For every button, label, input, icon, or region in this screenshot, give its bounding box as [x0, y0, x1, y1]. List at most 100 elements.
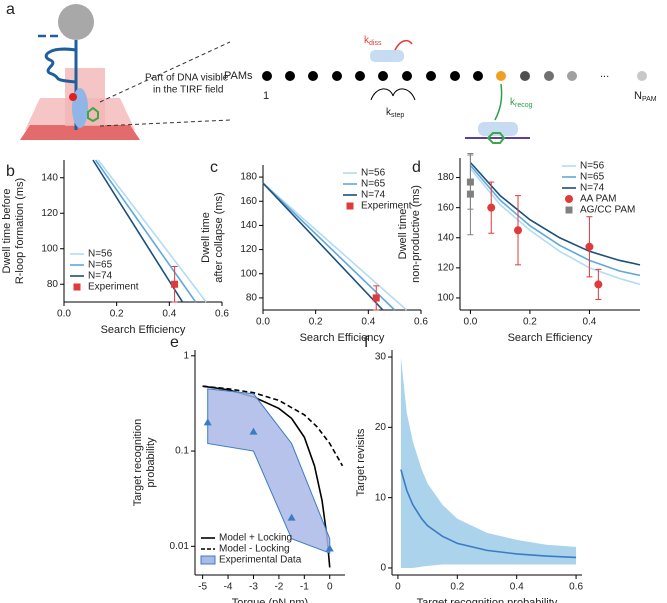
marker — [594, 280, 603, 289]
cascade-icon — [478, 122, 518, 136]
pam — [355, 71, 365, 81]
y-axis-label: Target revisits — [355, 428, 367, 496]
x-tick-label: 0.4 — [510, 582, 524, 593]
panel-letter: f — [364, 334, 369, 351]
legend-label: N=56 — [88, 249, 113, 260]
pam — [450, 71, 460, 81]
ellipsis: ... — [600, 68, 609, 80]
y-tick-label: 80 — [246, 293, 258, 304]
y-tick-label: 180 — [437, 172, 454, 183]
error-band — [207, 388, 331, 554]
legend-label: Experimental Data — [219, 555, 302, 566]
dna-coil — [44, 47, 77, 84]
sub: PAM — [642, 96, 657, 103]
legend-label: Experiment — [88, 282, 139, 293]
target-pam — [496, 71, 506, 81]
pam — [567, 71, 577, 81]
k: k — [510, 97, 516, 108]
legend-label: AG/CC PAM — [580, 205, 635, 216]
y-axis-label: Dwell time — [397, 209, 409, 260]
pam — [544, 71, 554, 81]
y-tick-label: 140 — [240, 220, 257, 231]
last-pam: NPAM — [634, 90, 657, 103]
pam — [520, 71, 530, 81]
y-axis-label: probability — [145, 437, 157, 488]
pam-dots — [262, 71, 647, 81]
chart-panel: f 0 0.2 0.4 0.6 0 10 20 30 Target recognition pro… — [355, 334, 584, 603]
chart-panel: e -5 -4 -3 -2 -1 0 0.01 0.1 1 Torque (pN nm) Target… — [132, 334, 345, 603]
pam — [285, 71, 295, 81]
sub: step — [391, 112, 404, 119]
recog-arrow — [494, 83, 503, 121]
x-tick-label: 0.2 — [450, 582, 464, 593]
x-axis-label: Search Efficiency — [508, 332, 593, 344]
series-line — [262, 182, 384, 311]
step-arrow — [392, 88, 416, 101]
pam — [308, 71, 318, 81]
x-tick-label: 0.2 — [523, 317, 537, 328]
y-tick-label: 100 — [41, 243, 58, 254]
x-tick-label: 0.6 — [569, 582, 583, 593]
y-tick-label: 30 — [375, 352, 387, 363]
y-tick-label: 0.01 — [170, 541, 190, 552]
legend-label: AA PAM — [580, 194, 617, 205]
x-tick-label: -4 — [224, 582, 233, 593]
y-tick-label: 80 — [47, 279, 59, 290]
diss-arrow — [394, 39, 413, 51]
x-tick-label: 0.2 — [110, 309, 124, 320]
sub: recog — [515, 102, 533, 109]
legend-label: N=74 — [361, 190, 386, 201]
chart-panel: d 0.0 0.2 0.4 100 120 140 160 180 Search Efficien… — [397, 152, 641, 344]
x-tick-label: 0.0 — [57, 309, 71, 320]
x-tick-label: -5 — [198, 582, 207, 593]
pam-site — [486, 132, 506, 144]
cascade-icon — [370, 50, 404, 62]
y-tick-label: 100 — [437, 293, 454, 304]
y-tick-label: 0.1 — [175, 446, 189, 457]
k-recog: krecog — [510, 97, 533, 110]
tirf-note: in the TIRF field — [153, 85, 223, 96]
y-axis-label: non-productive (ms) — [410, 185, 422, 283]
legend-label: N=74 — [580, 183, 605, 194]
x-tick-label: 0.0 — [256, 317, 270, 328]
y-tick-label: 160 — [437, 202, 454, 213]
pams-label: PAMs — [224, 70, 253, 82]
marker — [325, 544, 334, 552]
marker — [73, 283, 81, 291]
y-tick-label: 0 — [380, 563, 386, 574]
marker — [565, 195, 573, 203]
k-step: kstep — [386, 107, 404, 120]
x-tick-label: 0 — [327, 582, 333, 593]
chart-panel: c 0.0 0.2 0.4 0.6 80 100 120 140 160 180 Search Eff… — [200, 159, 428, 344]
step-arrow — [370, 88, 394, 101]
x-tick-label: -2 — [274, 582, 283, 593]
x-tick-label: 0.4 — [582, 317, 596, 328]
y-tick-label: 140 — [41, 172, 58, 183]
x-tick-label: 0.6 — [215, 309, 229, 320]
x-axis-label: Target recognition probability — [417, 597, 558, 603]
x-axis-label: Search Efficiency — [300, 332, 385, 344]
marker — [203, 418, 212, 426]
n: N — [634, 90, 642, 102]
chart-panel: b 0.0 0.2 0.4 0.6 80 100 120 140 Search Efficienc… — [1, 159, 229, 336]
y-tick-label: 1 — [183, 350, 189, 361]
x-axis-label: Search Efficiency — [101, 324, 186, 336]
y-axis-label: R-loop formation (ms) — [14, 178, 26, 284]
x-tick-label: 0 — [395, 582, 401, 593]
legend-label: N=74 — [88, 271, 113, 282]
y-tick-label: 120 — [437, 263, 454, 274]
error-band — [400, 357, 577, 568]
zoom-line — [99, 41, 231, 103]
series-line — [202, 385, 344, 467]
tirf-note: Part of DNA visible — [145, 73, 229, 84]
series-line — [469, 161, 641, 266]
x-axis-label: Torque (pN nm) — [232, 597, 308, 603]
legend-label: N=65 — [361, 179, 386, 190]
series-line — [262, 182, 408, 311]
y-tick-label: 140 — [437, 232, 454, 243]
series-line — [400, 469, 577, 559]
series-line — [92, 159, 184, 303]
legend-swatch — [200, 555, 216, 565]
marker — [346, 202, 354, 210]
